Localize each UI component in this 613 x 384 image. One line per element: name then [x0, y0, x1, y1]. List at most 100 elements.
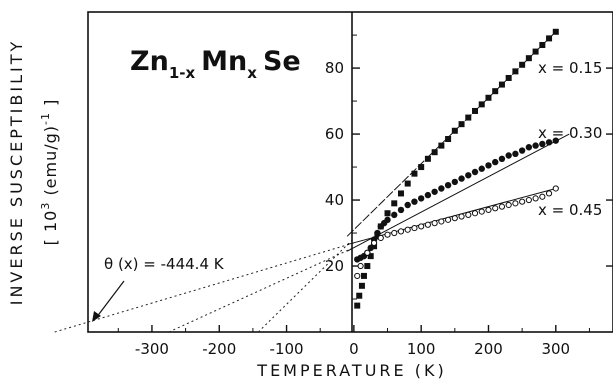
y-tick-label: 60 [325, 125, 344, 143]
point-series-2 [411, 224, 418, 232]
series-label-015: x = 0.15 [538, 59, 602, 77]
x-tick-label: 300 [541, 340, 570, 358]
point-series-2 [545, 190, 553, 197]
point-series-2 [438, 218, 445, 225]
point-series-2 [478, 208, 485, 215]
point-series-2 [458, 213, 465, 220]
point-series-1 [458, 175, 465, 182]
chart-title: Zn1-x Mnx Se [130, 46, 301, 82]
point-series-2 [397, 228, 405, 235]
point-series-1 [471, 168, 479, 176]
point-series-1 [424, 191, 432, 199]
fit-lines [346, 31, 570, 252]
point-series-2 [519, 198, 526, 205]
theta-annotation: θ (x) = -444.4 K [104, 255, 225, 273]
point-series-1 [384, 216, 391, 224]
point-series-0 [445, 136, 452, 143]
point-series-1 [552, 137, 559, 144]
point-series-2 [552, 185, 559, 192]
point-series-1 [404, 201, 411, 209]
point-series-2 [505, 201, 512, 209]
point-series-0 [539, 41, 546, 48]
y-tick-label: 40 [325, 191, 344, 209]
data-points [354, 28, 559, 309]
plot-frame [87, 11, 613, 333]
point-series-2 [498, 203, 506, 210]
point-series-2 [539, 193, 546, 200]
point-series-1 [397, 206, 405, 214]
point-series-2 [364, 249, 371, 256]
point-series-1 [539, 140, 546, 148]
point-series-0 [532, 48, 539, 55]
x-tick-label: 0 [349, 340, 359, 358]
y-axis-units: [ 103 (emu/g)-1 ] [39, 99, 60, 246]
point-series-2 [444, 216, 452, 223]
point-series-1 [438, 185, 445, 192]
point-series-0 [367, 253, 374, 260]
extrapolation-lines [54, 237, 355, 333]
point-series-0 [552, 28, 559, 35]
point-series-1 [518, 147, 526, 154]
point-series-0 [505, 74, 512, 81]
point-series-2 [384, 231, 391, 238]
point-series-0 [391, 200, 398, 207]
point-series-0 [431, 149, 438, 156]
point-series-0 [465, 114, 472, 121]
point-series-0 [438, 142, 445, 149]
point-series-1 [367, 244, 374, 252]
point-series-0 [498, 81, 505, 88]
axis-ticks: -300 -200 -100 0 100 200 300 20 40 60 80 [117, 34, 613, 358]
point-series-0 [358, 282, 365, 289]
point-series-0 [374, 233, 381, 240]
point-series-0 [360, 272, 367, 279]
point-series-1 [374, 229, 381, 237]
point-series-1 [505, 152, 512, 159]
x-tick-label: 100 [407, 340, 436, 358]
point-series-2 [431, 220, 438, 227]
x-axis-title: TEMPERATURE (K) [256, 361, 446, 380]
point-series-1 [512, 150, 519, 158]
point-series-0 [519, 61, 526, 68]
point-series-1 [525, 144, 533, 151]
point-series-0 [411, 170, 418, 177]
point-series-1 [444, 181, 452, 189]
point-series-2 [532, 195, 539, 202]
point-series-2 [485, 206, 492, 214]
series-label-030: x = 0.30 [538, 124, 602, 142]
point-series-2 [525, 196, 532, 204]
y-axis-title: INVERSE SUSCEPTIBILITY [7, 39, 26, 306]
point-series-1 [417, 195, 425, 202]
point-series-1 [478, 165, 485, 172]
point-series-0 [354, 302, 361, 309]
point-series-0 [472, 107, 479, 114]
point-series-0 [546, 35, 553, 42]
point-series-0 [451, 127, 458, 134]
point-series-2 [377, 234, 384, 242]
point-series-2 [391, 229, 398, 237]
point-series-2 [465, 211, 472, 218]
x-tick-label: -100 [270, 340, 304, 358]
fit-line-1 [346, 133, 570, 252]
extrapolation-line-0 [257, 237, 355, 333]
y-tick-label: 80 [325, 59, 344, 77]
point-series-1 [431, 188, 438, 195]
point-series-0 [356, 292, 363, 299]
point-series-2 [404, 226, 411, 233]
extrapolation-line-2 [54, 242, 355, 333]
point-series-0 [478, 101, 485, 108]
theta-arrow-shaft [95, 280, 125, 319]
point-series-2 [424, 221, 432, 228]
point-series-0 [485, 94, 492, 101]
point-series-1 [391, 211, 398, 219]
point-series-0 [384, 210, 391, 217]
point-series-0 [418, 164, 425, 171]
point-series-1 [451, 178, 459, 186]
point-series-1 [465, 172, 472, 179]
point-series-2 [471, 210, 479, 217]
point-series-0 [458, 121, 465, 128]
point-series-0 [371, 243, 378, 250]
point-series-2 [492, 205, 499, 212]
point-series-0 [512, 68, 519, 75]
point-series-1 [411, 198, 418, 205]
